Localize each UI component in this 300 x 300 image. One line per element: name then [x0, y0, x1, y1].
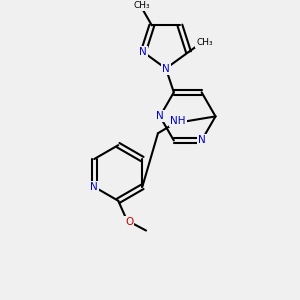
Text: O: O [125, 217, 133, 226]
Text: N: N [198, 136, 206, 146]
Text: CH₃: CH₃ [134, 1, 150, 10]
Text: N: N [156, 111, 164, 122]
Text: N: N [90, 182, 98, 192]
Text: CH₃: CH₃ [196, 38, 213, 46]
Text: NH: NH [170, 116, 185, 126]
Text: N: N [140, 47, 147, 57]
Text: N: N [162, 64, 170, 74]
